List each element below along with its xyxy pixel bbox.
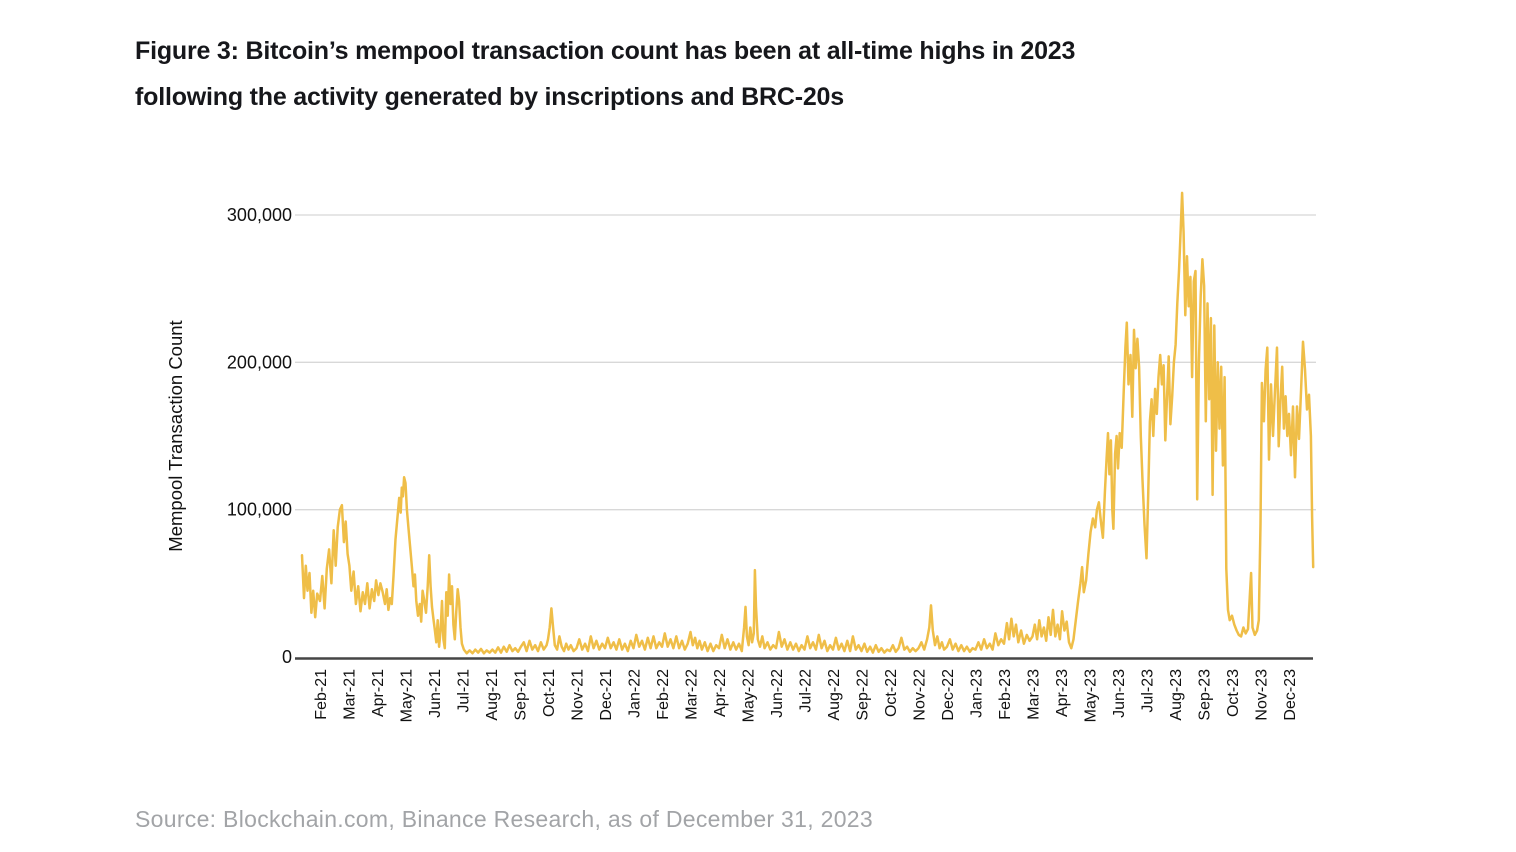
x-tick-label: Nov-23: [1254, 669, 1271, 721]
x-tick-label: Oct-21: [541, 669, 558, 717]
x-tick-label: Apr-22: [712, 669, 729, 717]
figure-title: Figure 3: Bitcoin’s mempool transaction …: [135, 28, 1315, 120]
x-tick-label: Sep-23: [1197, 669, 1214, 721]
x-tick-label: Mar-21: [342, 669, 359, 720]
x-tick-label: Jul-23: [1140, 669, 1157, 713]
source-text: Source: Blockchain.com, Binance Research…: [135, 806, 873, 832]
x-tick-label: Oct-22: [883, 669, 900, 717]
mempool-line-chart: 0 100,000 200,000 300,000 Feb-21 Mar-21 Apr-21…: [130, 150, 1400, 810]
x-tick-label: Dec-23: [1282, 669, 1299, 721]
x-tick-label: Sep-22: [855, 669, 872, 721]
chart-canvas: 0 100,000 200,000 300,000 Feb-21 Mar-21 Apr-21…: [165, 191, 1316, 722]
x-tick-label: Aug-23: [1168, 669, 1185, 721]
x-tick-label: Jul-22: [798, 669, 815, 713]
x-tick-label: Nov-21: [570, 669, 587, 721]
x-tick-label: Jan-22: [627, 669, 644, 718]
x-tick-label: Feb-22: [655, 669, 672, 720]
x-tick-label: Mar-23: [1026, 669, 1043, 720]
x-tick-label: Apr-21: [370, 669, 387, 717]
x-tick-label: Jun-21: [427, 669, 444, 718]
x-tick-label: Mar-22: [684, 669, 701, 720]
x-tick-label: Oct-23: [1225, 669, 1242, 717]
x-tick-label: Jun-22: [769, 669, 786, 718]
y-tick-label: 100,000: [227, 500, 292, 520]
x-tick-label: May-23: [1083, 669, 1100, 722]
y-axis-title: Mempool Transaction Count: [165, 320, 186, 551]
x-tick-label: Dec-21: [598, 669, 615, 721]
x-tick-label: Jan-23: [969, 669, 986, 718]
x-tick-label: Jul-21: [456, 669, 473, 713]
y-tick-label: 0: [282, 647, 292, 667]
x-tick-label: May-21: [399, 669, 416, 722]
x-tick-label: May-22: [741, 669, 758, 722]
x-tick-label: Apr-23: [1054, 669, 1071, 717]
x-tick-label: Aug-22: [826, 669, 843, 721]
x-tick-label: Dec-22: [940, 669, 957, 721]
x-tick-label: Jun-23: [1111, 669, 1128, 718]
figure-title-line2: following the activity generated by insc…: [135, 83, 844, 111]
figure-title-line1: Figure 3: Bitcoin’s mempool transaction …: [135, 37, 1076, 65]
y-tick-label: 200,000: [227, 352, 292, 372]
x-tick-label: Feb-23: [997, 669, 1014, 720]
y-tick-label: 300,000: [227, 205, 292, 225]
series-line-mempool-transaction-count: [300, 191, 1315, 655]
x-tick-label: Aug-21: [484, 669, 501, 721]
x-tick-label: Sep-21: [513, 669, 530, 721]
x-tick-label: Nov-22: [912, 669, 929, 721]
x-tick-label: Feb-21: [313, 669, 330, 720]
